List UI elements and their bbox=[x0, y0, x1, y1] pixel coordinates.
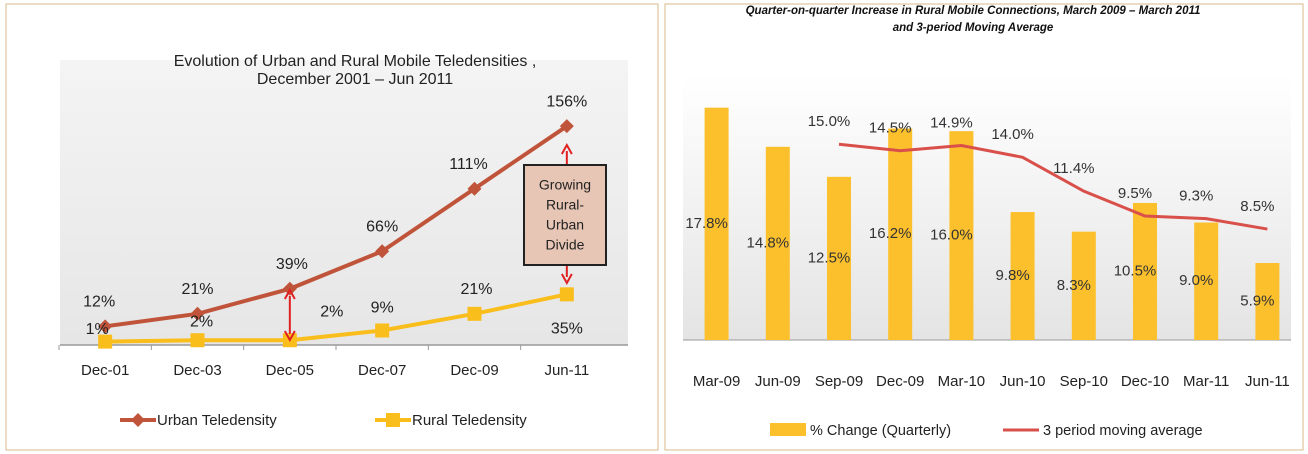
chart-2: Quarter-on-quarter Increase in Rural Mob… bbox=[683, 5, 1291, 439]
data-label: 9.5% bbox=[1118, 185, 1152, 202]
series-line bbox=[104, 124, 568, 329]
data-label: 9.0% bbox=[1179, 272, 1213, 289]
x-tick-label: Sep-09 bbox=[815, 373, 863, 390]
data-label: 14.0% bbox=[991, 126, 1034, 143]
data-label: 21% bbox=[460, 281, 492, 298]
bar bbox=[827, 176, 851, 340]
data-label: 9% bbox=[371, 300, 394, 317]
data-label: 16.2% bbox=[869, 225, 912, 242]
x-tick-label: Jun-11 bbox=[1245, 373, 1290, 390]
chart-1: Evolution of Urban and Rural Mobile Tele… bbox=[58, 53, 628, 429]
data-label: 111% bbox=[449, 156, 488, 173]
annotation: Rural- bbox=[546, 197, 584, 213]
data-label: 12% bbox=[83, 294, 115, 311]
x-tick-label: Dec-09 bbox=[876, 373, 924, 390]
chart-title: Quarter-on-quarter Increase in Rural Mob… bbox=[746, 5, 1201, 17]
bar bbox=[1010, 212, 1035, 340]
x-tick-label: Dec-10 bbox=[1121, 373, 1169, 390]
bar bbox=[1255, 262, 1280, 340]
x-tick-label: Dec-03 bbox=[173, 362, 221, 379]
bar bbox=[888, 128, 913, 340]
data-label: 8.5% bbox=[1240, 198, 1274, 215]
x-tick-label: Dec-09 bbox=[450, 362, 498, 379]
data-label: 16.0% bbox=[930, 227, 973, 244]
series-line bbox=[838, 142, 1268, 231]
x-tick-label: Mar-09 bbox=[693, 373, 741, 390]
data-label: 9.8% bbox=[995, 267, 1029, 284]
bar bbox=[765, 146, 790, 340]
data-label: 156% bbox=[546, 93, 587, 110]
data-label: 12.5% bbox=[808, 249, 851, 266]
bar bbox=[1133, 202, 1157, 340]
point-marker bbox=[98, 334, 113, 349]
data-label: 14.5% bbox=[869, 120, 912, 137]
data-label: 21% bbox=[181, 281, 213, 298]
legend-label: Urban Teledensity bbox=[157, 412, 277, 429]
data-label: 14.8% bbox=[747, 234, 790, 251]
chart-title: December 2001 – Jun 2011 bbox=[257, 71, 453, 88]
point-marker bbox=[467, 181, 482, 196]
legend-marker bbox=[131, 413, 145, 427]
x-tick-label: Sep-10 bbox=[1060, 373, 1108, 390]
bar bbox=[1071, 231, 1096, 340]
data-label: 11.4% bbox=[1053, 160, 1094, 177]
point-marker bbox=[559, 119, 574, 134]
point-marker bbox=[190, 306, 205, 321]
point-marker bbox=[98, 319, 113, 334]
x-tick-label: Dec-05 bbox=[266, 362, 314, 379]
x-tick-label: Jun-10 bbox=[1000, 373, 1046, 390]
data-label: 8.3% bbox=[1057, 277, 1091, 294]
data-label: 39% bbox=[276, 256, 308, 273]
data-label: 14.9% bbox=[930, 114, 973, 131]
bar bbox=[949, 131, 974, 340]
point-marker bbox=[467, 306, 482, 321]
annotation: Divide bbox=[546, 237, 585, 253]
data-label: 17.8% bbox=[685, 215, 728, 232]
x-tick-label: Jun-09 bbox=[755, 373, 801, 390]
point-marker bbox=[375, 244, 390, 259]
data-label: 66% bbox=[366, 218, 398, 235]
x-tick-label: Dec-07 bbox=[358, 362, 406, 379]
x-tick-label: Dec-01 bbox=[81, 362, 129, 379]
data-label: 1% bbox=[86, 321, 109, 338]
annotation: Growing bbox=[539, 177, 591, 193]
data-label: 5.9% bbox=[1240, 292, 1274, 309]
point-marker bbox=[559, 287, 574, 302]
data-label: 35% bbox=[551, 321, 583, 338]
data-label: 2% bbox=[320, 303, 343, 320]
series-line bbox=[105, 292, 568, 344]
data-label: 15.0% bbox=[808, 113, 851, 130]
legend-marker bbox=[770, 423, 806, 436]
annotation: Urban bbox=[546, 217, 584, 233]
legend-label: 3 period moving average bbox=[1043, 423, 1203, 439]
legend-label: Rural Teledensity bbox=[412, 412, 527, 429]
chart-title: Evolution of Urban and Rural Mobile Tele… bbox=[174, 53, 537, 70]
chart-title: and 3-period Moving Average bbox=[893, 22, 1054, 34]
legend-label: % Change (Quarterly) bbox=[810, 423, 951, 439]
point-marker bbox=[190, 333, 205, 348]
annotation-box bbox=[523, 164, 607, 266]
point-marker bbox=[375, 323, 390, 338]
bar bbox=[704, 107, 729, 341]
data-label: 9.3% bbox=[1179, 188, 1213, 205]
legend-marker bbox=[386, 413, 400, 427]
x-tick-label: Mar-10 bbox=[938, 373, 986, 390]
bar bbox=[1194, 222, 1219, 340]
data-label: 10.5% bbox=[1114, 262, 1157, 279]
x-tick-label: Jun-11 bbox=[544, 362, 589, 379]
arrow-head bbox=[560, 142, 573, 286]
data-label: 2% bbox=[190, 313, 213, 330]
arrow-head bbox=[283, 287, 296, 343]
x-tick-label: Mar-11 bbox=[1183, 373, 1229, 390]
